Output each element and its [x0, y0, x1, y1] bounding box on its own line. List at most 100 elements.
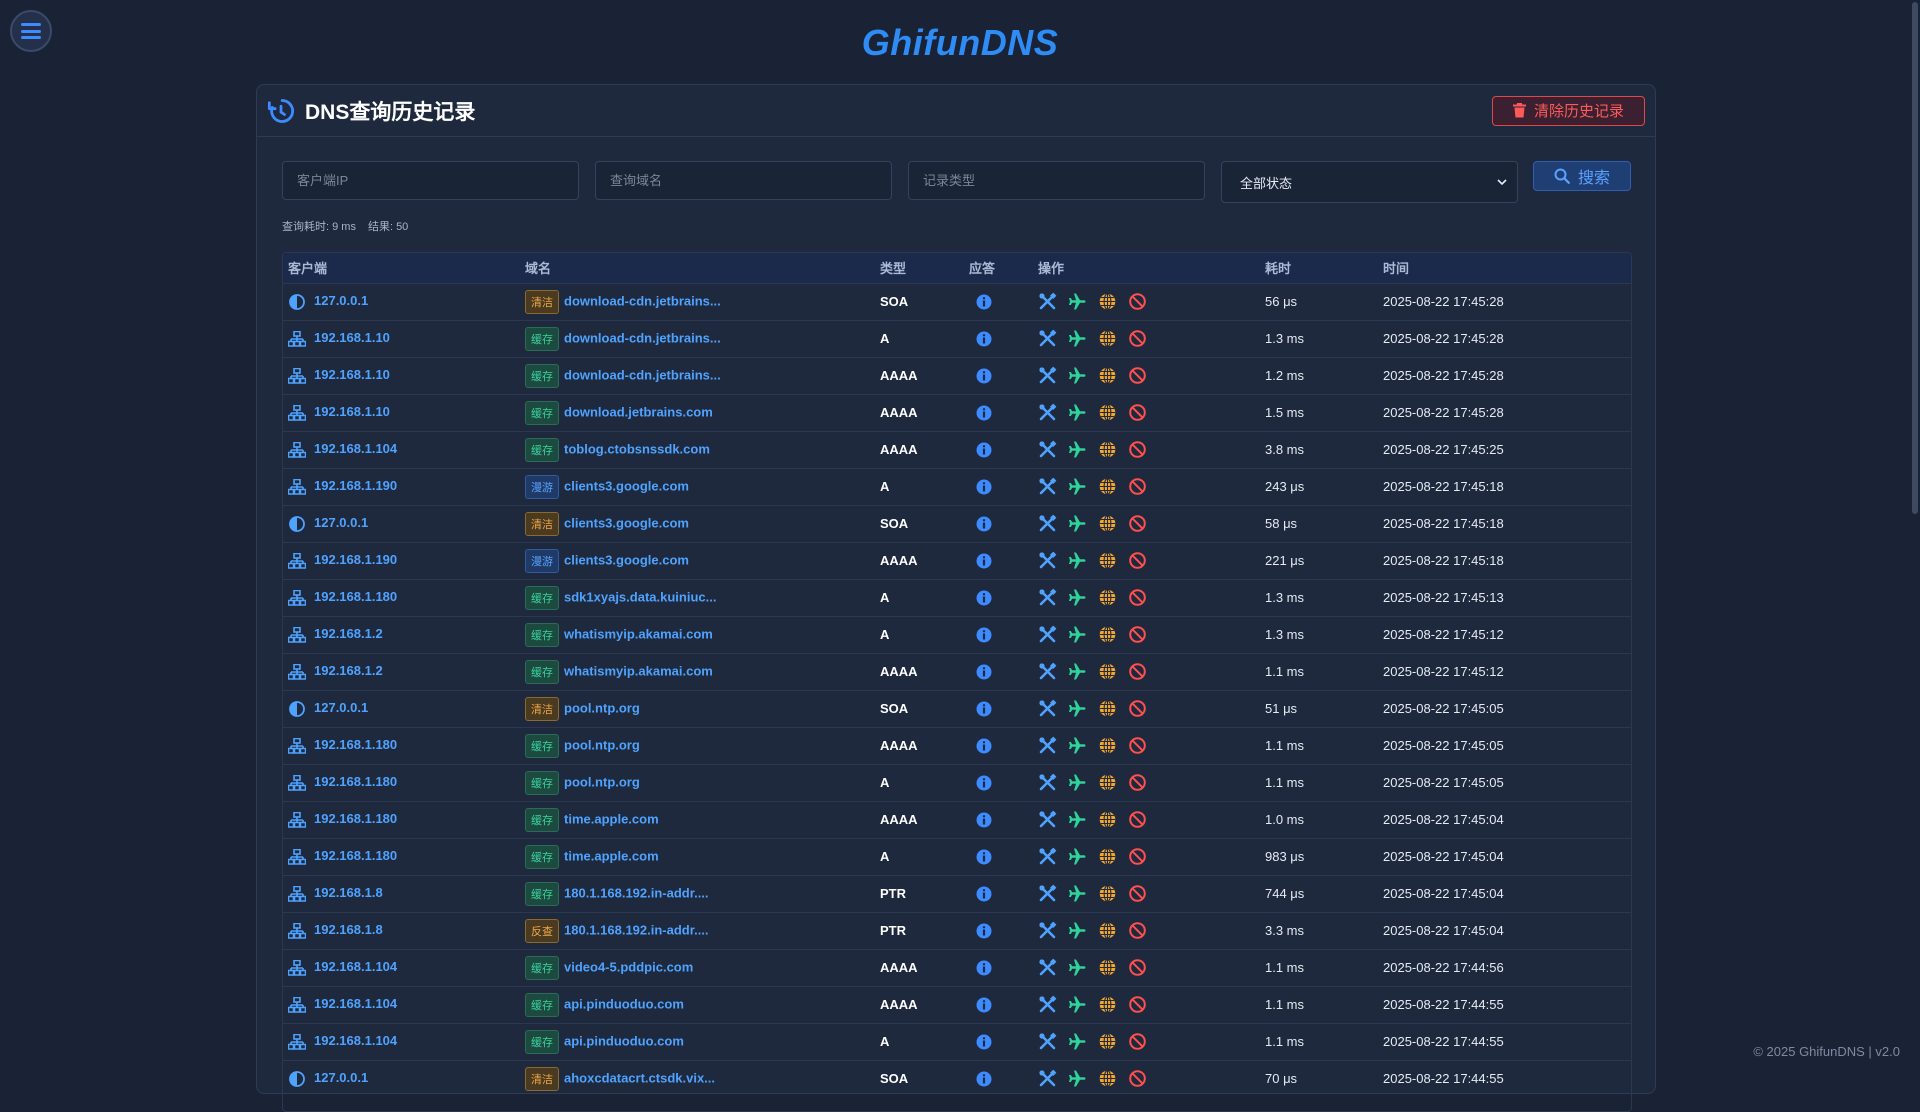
client-ip[interactable]: 192.168.1.10	[314, 330, 390, 345]
globe-icon[interactable]	[1098, 847, 1117, 866]
plane-icon[interactable]	[1068, 551, 1087, 570]
scrollbar-thumb[interactable]	[1912, 2, 1918, 514]
client-cell[interactable]: 192.168.1.2	[283, 653, 520, 690]
info-icon[interactable]	[976, 849, 992, 865]
domain-link[interactable]: api.pinduoduo.com	[564, 996, 684, 1011]
block-icon[interactable]	[1128, 921, 1147, 940]
domain-link[interactable]: ahoxcdatacrt.ctsdk.vix...	[564, 1070, 715, 1085]
globe-icon[interactable]	[1098, 1032, 1117, 1051]
page-scrollbar[interactable]	[1910, 0, 1920, 1079]
block-icon[interactable]	[1128, 292, 1147, 311]
client-ip[interactable]: 192.168.1.180	[314, 589, 397, 604]
tools-icon[interactable]	[1038, 329, 1057, 348]
tools-icon[interactable]	[1038, 477, 1057, 496]
plane-icon[interactable]	[1068, 995, 1087, 1014]
info-icon[interactable]	[976, 331, 992, 347]
block-icon[interactable]	[1128, 736, 1147, 755]
info-icon[interactable]	[976, 1071, 992, 1087]
block-icon[interactable]	[1128, 625, 1147, 644]
info-icon[interactable]	[976, 516, 992, 532]
client-ip[interactable]: 192.168.1.190	[314, 552, 397, 567]
globe-icon[interactable]	[1098, 588, 1117, 607]
info-icon[interactable]	[976, 590, 992, 606]
client-cell[interactable]: 192.168.1.10	[283, 320, 520, 357]
globe-icon[interactable]	[1098, 995, 1117, 1014]
search-button[interactable]: 搜索	[1533, 161, 1631, 191]
globe-icon[interactable]	[1098, 514, 1117, 533]
record-type-input[interactable]	[908, 161, 1205, 200]
domain-link[interactable]: 180.1.168.192.in-addr....	[564, 922, 709, 937]
block-icon[interactable]	[1128, 699, 1147, 718]
block-icon[interactable]	[1128, 847, 1147, 866]
plane-icon[interactable]	[1068, 958, 1087, 977]
info-icon[interactable]	[976, 553, 992, 569]
client-cell[interactable]: 127.0.0.1	[283, 283, 520, 320]
info-icon[interactable]	[976, 738, 992, 754]
domain-link[interactable]: time.apple.com	[564, 848, 659, 863]
block-icon[interactable]	[1128, 551, 1147, 570]
client-ip[interactable]: 192.168.1.190	[314, 478, 397, 493]
block-icon[interactable]	[1128, 366, 1147, 385]
domain-link[interactable]: video4-5.pddpic.com	[564, 959, 693, 974]
domain-link[interactable]: pool.ntp.org	[564, 737, 640, 752]
domain-link[interactable]: clients3.google.com	[564, 552, 689, 567]
domain-link[interactable]: 180.1.168.192.in-addr....	[564, 885, 709, 900]
client-cell[interactable]: 192.168.1.104	[283, 431, 520, 468]
info-icon[interactable]	[976, 627, 992, 643]
globe-icon[interactable]	[1098, 773, 1117, 792]
tools-icon[interactable]	[1038, 958, 1057, 977]
client-cell[interactable]: 192.168.1.10	[283, 394, 520, 431]
client-cell[interactable]: 192.168.1.190	[283, 542, 520, 579]
tools-icon[interactable]	[1038, 1032, 1057, 1051]
client-ip[interactable]: 127.0.0.1	[314, 700, 368, 715]
tools-icon[interactable]	[1038, 995, 1057, 1014]
tools-icon[interactable]	[1038, 699, 1057, 718]
client-ip[interactable]: 192.168.1.104	[314, 441, 397, 456]
info-icon[interactable]	[976, 405, 992, 421]
client-ip[interactable]: 192.168.1.180	[314, 737, 397, 752]
globe-icon[interactable]	[1098, 662, 1117, 681]
client-cell[interactable]: 192.168.1.180	[283, 764, 520, 801]
globe-icon[interactable]	[1098, 440, 1117, 459]
domain-link[interactable]: pool.ntp.org	[564, 774, 640, 789]
client-ip[interactable]: 192.168.1.180	[314, 848, 397, 863]
client-ip[interactable]: 127.0.0.1	[314, 515, 368, 530]
domain-link[interactable]: pool.ntp.org	[564, 700, 640, 715]
tools-icon[interactable]	[1038, 921, 1057, 940]
client-ip[interactable]: 192.168.1.8	[314, 885, 383, 900]
tools-icon[interactable]	[1038, 403, 1057, 422]
client-cell[interactable]: 192.168.1.8	[283, 875, 520, 912]
plane-icon[interactable]	[1068, 477, 1087, 496]
client-ip[interactable]: 192.168.1.180	[314, 774, 397, 789]
block-icon[interactable]	[1128, 403, 1147, 422]
client-cell[interactable]: 192.168.1.180	[283, 579, 520, 616]
domain-input[interactable]	[595, 161, 892, 200]
domain-link[interactable]: download-cdn.jetbrains...	[564, 330, 721, 345]
globe-icon[interactable]	[1098, 958, 1117, 977]
block-icon[interactable]	[1128, 810, 1147, 829]
block-icon[interactable]	[1128, 884, 1147, 903]
globe-icon[interactable]	[1098, 699, 1117, 718]
globe-icon[interactable]	[1098, 625, 1117, 644]
info-icon[interactable]	[976, 886, 992, 902]
domain-link[interactable]: sdk1xyajs.data.kuiniuc...	[564, 589, 716, 604]
tools-icon[interactable]	[1038, 551, 1057, 570]
tools-icon[interactable]	[1038, 514, 1057, 533]
domain-link[interactable]: api.pinduoduo.com	[564, 1033, 684, 1048]
client-ip[interactable]: 192.168.1.180	[314, 811, 397, 826]
plane-icon[interactable]	[1068, 847, 1087, 866]
client-cell[interactable]: 192.168.1.180	[283, 801, 520, 838]
tools-icon[interactable]	[1038, 440, 1057, 459]
client-ip[interactable]: 192.168.1.8	[314, 922, 383, 937]
